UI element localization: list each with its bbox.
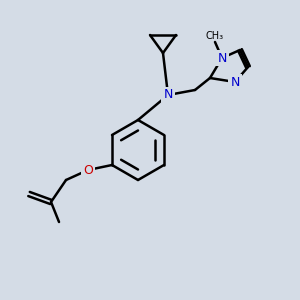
Text: CH₃: CH₃ (206, 31, 224, 41)
Text: N: N (163, 88, 173, 101)
Text: N: N (217, 52, 227, 64)
Text: O: O (83, 164, 93, 176)
Text: N: N (230, 76, 240, 88)
